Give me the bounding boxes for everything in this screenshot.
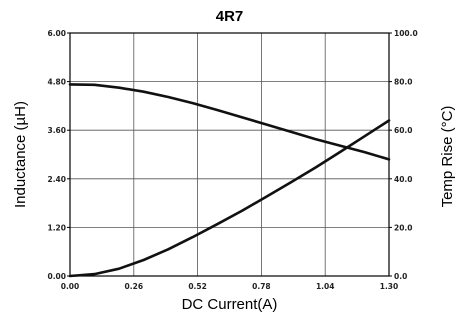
y2-tick-label: 20.0 bbox=[394, 223, 413, 232]
y-tick-label: 1.20 bbox=[47, 223, 66, 232]
x-tick-label: 0.52 bbox=[188, 282, 207, 291]
gridlines bbox=[67, 32, 392, 277]
series-lines bbox=[68, 83, 391, 278]
x-tick-label: 1.04 bbox=[316, 282, 335, 291]
y-axis-label: Inductance (µH) bbox=[12, 101, 29, 208]
x-tick-label: 0.00 bbox=[61, 282, 80, 291]
y2-tick-label: 40.0 bbox=[394, 175, 413, 184]
y-tick-label: 6.00 bbox=[47, 29, 66, 38]
y2-tick-label: 0.0 bbox=[394, 272, 407, 281]
y2-tick-label: 60.0 bbox=[394, 126, 413, 135]
y-tick-label: 2.40 bbox=[47, 175, 66, 184]
x-tick-label: 0.78 bbox=[252, 282, 271, 291]
y-tick-label: 0.00 bbox=[47, 272, 66, 281]
tick-labels: 0.00 0.26 0.52 0.78 1.04 1.30 0.00 0.0 1.20 20.0 2… bbox=[47, 29, 417, 291]
plot-frame bbox=[69, 32, 390, 277]
x-tick-label: 1.30 bbox=[380, 282, 399, 291]
y2-axis-label: Temp Rise (°C) bbox=[439, 106, 456, 208]
chart-title: 4R7 bbox=[216, 8, 244, 25]
x-axis-label: DC Current(A) bbox=[182, 296, 278, 313]
y2-tick-label: 100.0 bbox=[394, 29, 418, 38]
temp-rise-series-line bbox=[68, 119, 391, 278]
y-tick-label: 4.80 bbox=[47, 78, 66, 87]
y2-tick-label: 80.0 bbox=[394, 78, 413, 87]
y-tick-label: 3.60 bbox=[47, 126, 66, 135]
x-tick-label: 0.26 bbox=[125, 282, 144, 291]
inductance-series-line bbox=[68, 83, 391, 161]
